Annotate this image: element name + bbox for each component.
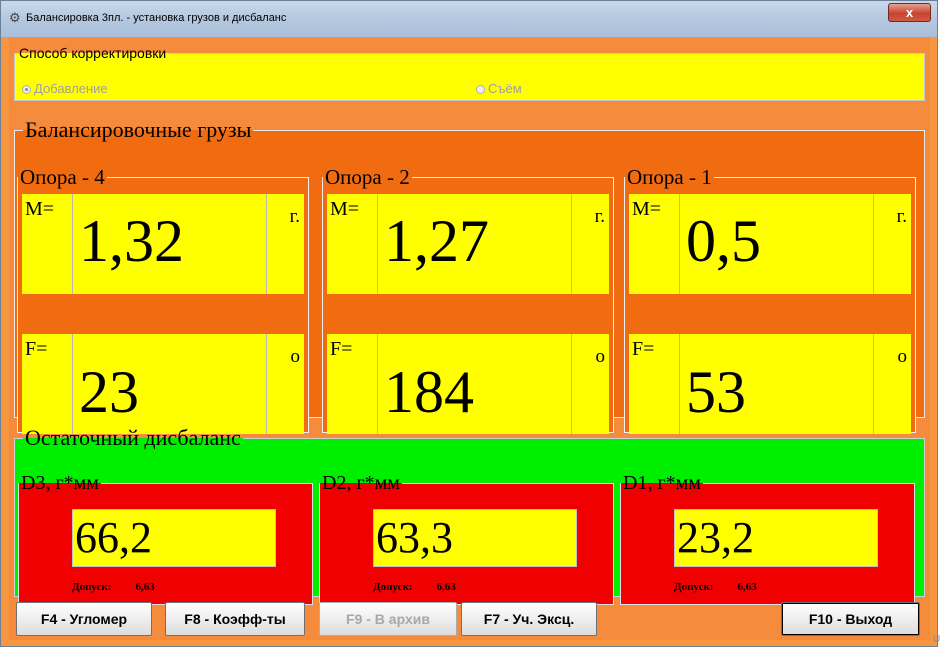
- support-1-mass-unit: г.: [896, 206, 907, 227]
- support-1-mass-box: M= 0,5 г.: [629, 194, 911, 294]
- support-4-angle-label: F=: [25, 338, 48, 360]
- d3-tolerance-label: Допуск:: [72, 581, 112, 593]
- coefficients-button[interactable]: F8 - Коэфф-ты: [165, 602, 305, 636]
- d3-tolerance-value: 6,63: [135, 581, 155, 593]
- d2-value[interactable]: 63,3: [373, 509, 577, 567]
- d2-group: D2, г*мм 63,3 Допуск: 6,63: [319, 472, 614, 605]
- support-1-mass-value[interactable]: 0,5: [679, 194, 874, 294]
- support-4-mass-value[interactable]: 1,32: [72, 194, 267, 294]
- protractor-button[interactable]: F4 - Угломер: [16, 602, 152, 636]
- balancing-weights-legend: Балансировочные грузы: [25, 117, 252, 142]
- support-2-angle-label: F=: [330, 338, 353, 360]
- support-4-mass-unit: г.: [289, 206, 300, 227]
- d2-tolerance-value: 6,63: [436, 581, 456, 593]
- radio-remove-indicator[interactable]: [476, 85, 485, 95]
- d3-value[interactable]: 66,2: [72, 509, 276, 567]
- support-1-angle-box: F= 53 о: [629, 334, 911, 434]
- support-1-angle-value[interactable]: 53: [679, 334, 874, 434]
- client-area: Способ корректировки Добавление Съём Бал…: [9, 37, 930, 640]
- app-gear-icon: ⚙: [9, 10, 21, 25]
- d2-tolerance-label: Допуск:: [373, 581, 413, 593]
- d3-title: D3, г*мм: [21, 472, 99, 494]
- support-1-angle-label: F=: [632, 338, 655, 360]
- support-2-mass-value[interactable]: 1,27: [377, 194, 572, 294]
- radio-add-indicator[interactable]: [22, 85, 31, 95]
- support-4-group: Опора - 4 M= 1,32 г. F= 23 о: [17, 165, 309, 434]
- support-1-group: Опора - 1 M= 0,5 г. F= 53 о: [624, 165, 916, 434]
- balancing-weights-group: Балансировочные грузы Опора - 4 M= 1,32 …: [14, 117, 925, 434]
- d1-title: D1, г*мм: [623, 472, 701, 494]
- radio-remove[interactable]: Съём: [476, 81, 522, 96]
- support-2-title: Опора - 2: [325, 165, 410, 189]
- title-bar[interactable]: ⚙ Балансировка 3пл. - установка грузов и…: [1, 1, 937, 37]
- size-grip[interactable]: U: [933, 634, 941, 645]
- radio-add-label: Добавление: [34, 81, 108, 96]
- support-4-mass-label: M=: [25, 198, 55, 220]
- d1-tolerance: Допуск: 6,63: [674, 581, 757, 593]
- d3-group: D3, г*мм 66,2 Допуск: 6,63: [18, 472, 313, 605]
- support-2-angle-unit: о: [595, 346, 606, 367]
- support-2-mass-box: M= 1,27 г.: [327, 194, 609, 294]
- d1-tolerance-value: 6,63: [737, 581, 757, 593]
- eccentricity-button[interactable]: F7 - Уч. Эксц.: [461, 602, 597, 636]
- support-2-angle-box: F= 184 о: [327, 334, 609, 434]
- support-4-angle-box: F= 23 о: [22, 334, 304, 434]
- d2-tolerance: Допуск: 6,63: [373, 581, 456, 593]
- d1-value[interactable]: 23,2: [674, 509, 878, 567]
- residual-imbalance-legend: Остаточный дисбаланс: [25, 425, 241, 450]
- support-2-mass-label: M=: [330, 198, 360, 220]
- support-4-angle-value[interactable]: 23: [72, 334, 267, 434]
- correction-method-group: Способ корректировки Добавление Съём: [14, 45, 925, 101]
- d2-title: D2, г*мм: [322, 472, 400, 494]
- window-title: Балансировка 3пл. - установка грузов и д…: [26, 12, 287, 24]
- d1-group: D1, г*мм 23,2 Допуск: 6,63: [620, 472, 915, 605]
- support-4-angle-unit: о: [290, 346, 301, 367]
- archive-button[interactable]: F9 - В архив: [319, 602, 457, 636]
- support-2-group: Опора - 2 M= 1,27 г. F= 184 о: [322, 165, 614, 434]
- d3-tolerance: Допуск: 6,63: [72, 581, 155, 593]
- support-1-mass-label: M=: [632, 198, 662, 220]
- close-button[interactable]: x: [888, 3, 931, 22]
- correction-method-legend: Способ корректировки: [19, 45, 167, 61]
- d1-tolerance-label: Допуск:: [674, 581, 714, 593]
- support-4-title: Опора - 4: [20, 165, 105, 189]
- support-1-title: Опора - 1: [627, 165, 712, 189]
- support-4-mass-box: M= 1,32 г.: [22, 194, 304, 294]
- residual-imbalance-group: Остаточный дисбаланс D3, г*мм 66,2 Допус…: [14, 425, 925, 605]
- support-1-angle-unit: о: [897, 346, 908, 367]
- support-2-angle-value[interactable]: 184: [377, 334, 572, 434]
- exit-button[interactable]: F10 - Выход: [781, 602, 920, 636]
- radio-add[interactable]: Добавление: [22, 81, 108, 96]
- support-2-mass-unit: г.: [594, 206, 605, 227]
- radio-remove-label: Съём: [488, 81, 522, 96]
